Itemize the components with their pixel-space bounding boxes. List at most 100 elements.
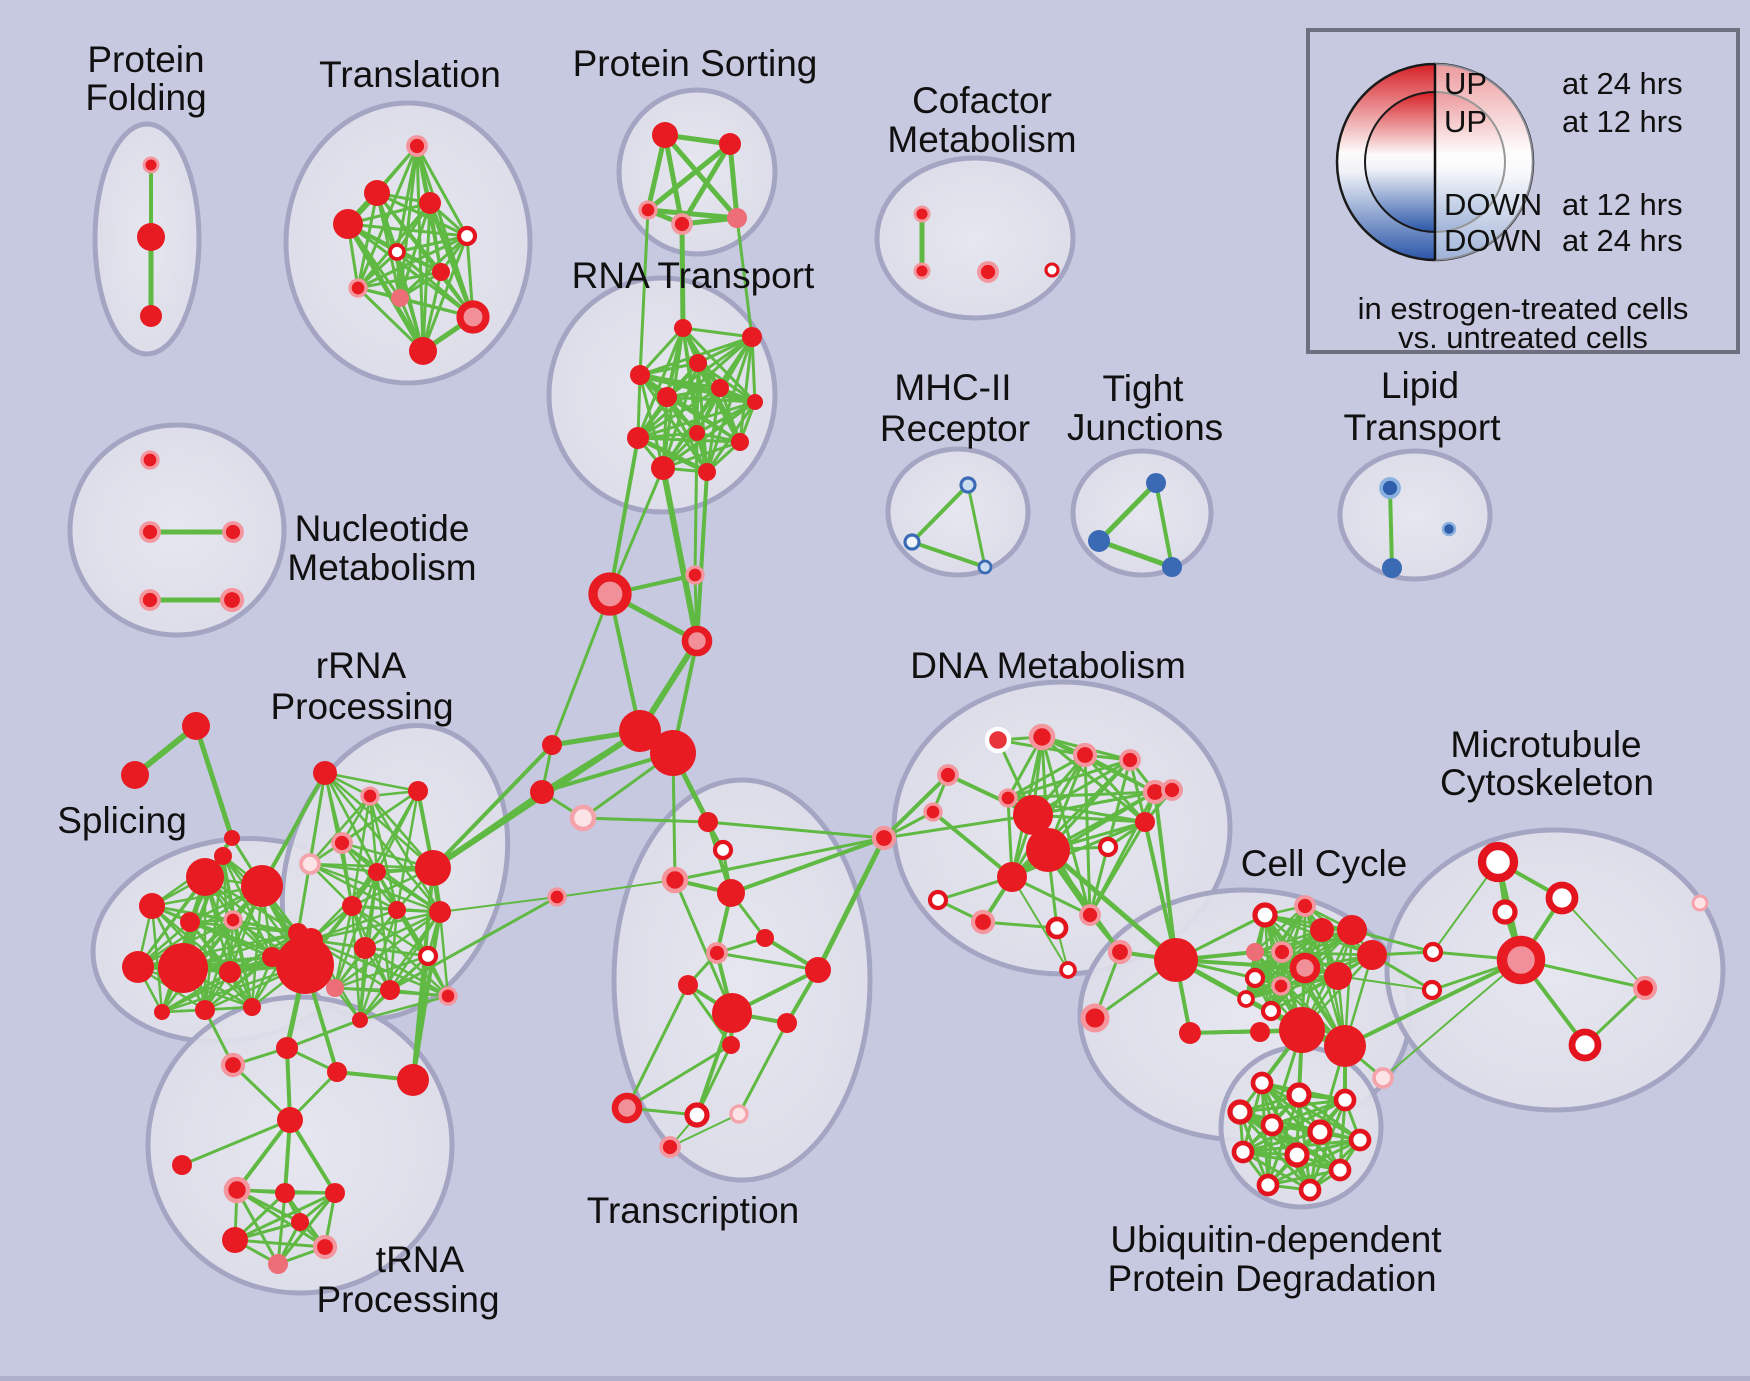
node-mh0 [959, 476, 977, 494]
node-cc15 [1179, 1022, 1201, 1044]
node-rt6 [747, 394, 763, 410]
node-tx6 [678, 975, 698, 995]
transcription-edge [625, 983, 690, 1110]
node-h4 [312, 1234, 338, 1260]
ubiquitin-degradation-edge [1266, 1168, 1342, 1187]
connector-edge [815, 835, 887, 973]
node-rr15 [438, 986, 458, 1006]
cell-cycle-edge [1244, 974, 1340, 1001]
node-c0 [913, 205, 931, 223]
node-rr10 [299, 928, 323, 952]
translation-label: Translation [319, 54, 501, 95]
node-rt2 [630, 365, 650, 385]
lipid-transport-edge [1388, 486, 1394, 570]
node-sp8 [219, 961, 241, 983]
rrna-processing-label-1: rRNA [316, 645, 407, 686]
rrna-processing-edge [368, 794, 379, 874]
node-rt9 [731, 433, 749, 451]
node-u5 [1307, 1119, 1333, 1145]
node-hb1 [619, 710, 661, 752]
rna-transport-edge [636, 326, 685, 440]
translation-edge [356, 191, 379, 290]
node-cc6 [1271, 941, 1293, 963]
connector-edge [735, 216, 754, 339]
node-t10 [409, 337, 437, 365]
node-sp11 [243, 998, 261, 1016]
rrna-processing-label-2: Processing [270, 686, 453, 727]
mhc-ii-receptor-edge [966, 483, 987, 569]
node-d16 [970, 909, 996, 935]
protein-sorting-edge [679, 141, 733, 227]
node-tx9 [777, 1013, 797, 1033]
node-cc11 [1237, 990, 1255, 1008]
legend-footer-2: vs. untreated cells [1398, 320, 1648, 355]
node-rr6 [415, 850, 451, 886]
node-hb2 [650, 730, 696, 776]
connector-edge [706, 820, 886, 840]
node-rr18 [530, 780, 554, 804]
splicing-edge [203, 931, 300, 1012]
node-n1 [139, 521, 161, 543]
connector-edge [260, 771, 327, 888]
rrna-processing-edge [323, 771, 442, 914]
node-lp1 [1441, 521, 1457, 537]
protein-sorting-label: Protein Sorting [573, 43, 818, 84]
node-rt1 [742, 327, 762, 347]
node-t7 [348, 278, 368, 298]
node-rr0 [313, 761, 337, 785]
protein-sorting-edge [662, 132, 685, 227]
node-cc1 [1294, 895, 1316, 917]
node-rt0 [674, 319, 692, 337]
connector-edge [608, 592, 642, 733]
node-cc12 [1260, 1000, 1282, 1022]
node-tj1 [1088, 530, 1110, 552]
trna-processing-edge [235, 1188, 280, 1266]
node-cc0 [1252, 902, 1278, 928]
node-u9 [1328, 1158, 1352, 1182]
node-d18 [1079, 904, 1101, 926]
legend-direction-3: DOWN [1444, 187, 1542, 222]
trna-processing-edge [233, 1191, 337, 1242]
node-sp2 [241, 865, 283, 907]
mhc-ii-receptor-label-1: MHC-II [894, 367, 1011, 408]
connector-edge [1337, 975, 1433, 991]
node-u8 [1284, 1142, 1310, 1168]
trna-processing-edge [235, 1118, 292, 1192]
node-t1 [364, 180, 390, 206]
node-rr19 [569, 804, 597, 832]
node-sp5 [223, 910, 243, 930]
splicing-label: Splicing [57, 800, 187, 841]
connector-edge [581, 816, 710, 824]
node-d2 [1072, 742, 1098, 768]
node-n3 [139, 589, 161, 611]
rna-transport-edge [637, 372, 758, 405]
node-ps1 [719, 133, 741, 155]
tight-junctions-label-1: Tight [1103, 368, 1185, 409]
node-ps2 [638, 200, 658, 220]
node-rr11 [354, 937, 376, 959]
nodes [121, 122, 1709, 1274]
node-tc5 [172, 1155, 192, 1175]
node-u7 [1231, 1140, 1255, 1164]
node-ch0 [685, 565, 705, 585]
node-n4 [219, 587, 245, 613]
transcription-edge [737, 1021, 789, 1116]
legend-direction-1: UP [1444, 66, 1487, 101]
dna-metabolism-edge [1143, 820, 1178, 962]
node-d5 [923, 802, 943, 822]
translation-edge [395, 234, 469, 254]
mhc-ii-receptor-edge [910, 540, 987, 569]
node-ps0 [652, 122, 678, 148]
node-tc4 [277, 1107, 303, 1133]
rna-transport-edge [695, 360, 743, 445]
legend-faded-half [1435, 64, 1533, 260]
translation-edge [346, 222, 475, 319]
node-tx8 [712, 993, 752, 1033]
node-mh2 [977, 559, 993, 575]
node-tx3 [717, 879, 745, 907]
node-tx1 [712, 839, 734, 861]
node-u10 [1256, 1173, 1280, 1197]
node-d15 [927, 889, 949, 911]
rna-transport-edge [638, 326, 685, 377]
